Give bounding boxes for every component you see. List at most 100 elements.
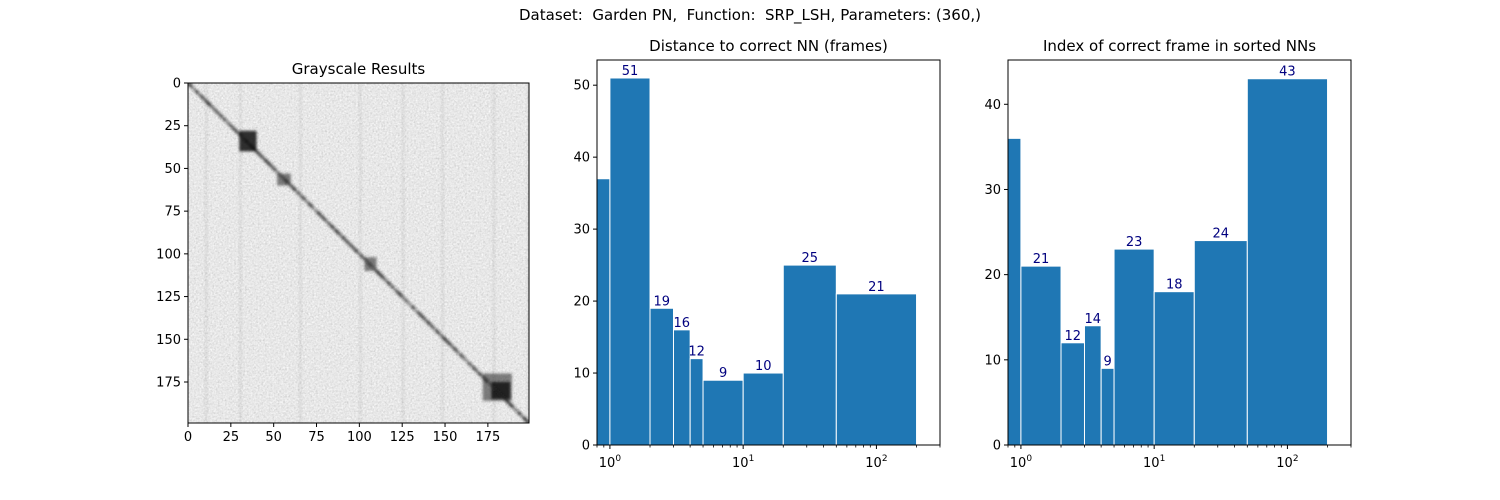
diagonal-cell xyxy=(219,114,223,118)
diagonal-cell xyxy=(337,232,341,236)
diagonal-cell xyxy=(325,220,329,224)
histogram-bar xyxy=(609,77,651,446)
bar-value-label: 16 xyxy=(674,316,691,331)
diagonal-cell xyxy=(212,107,216,111)
diagonal-cell xyxy=(426,321,431,325)
diagonal-cell xyxy=(354,249,359,253)
y-tick-label: 0 xyxy=(582,439,590,454)
diagonal-cell xyxy=(318,213,323,217)
bar-value-label: 19 xyxy=(653,294,670,309)
diagonal-cell xyxy=(437,331,441,335)
heatmap-streak xyxy=(205,83,208,423)
diagonal-cell xyxy=(269,164,273,168)
diagonal-cell xyxy=(231,126,235,130)
diagonal-cell xyxy=(507,401,511,405)
diagonal-cell xyxy=(317,211,321,216)
x-tick-label: 100 xyxy=(1010,454,1033,471)
diagonal-cell xyxy=(360,254,364,258)
diagonal-cell xyxy=(524,418,528,422)
diagonal-cell xyxy=(505,399,509,403)
histogram-bar xyxy=(1060,342,1085,446)
diagonal-cell xyxy=(469,363,473,368)
diagonal-cell xyxy=(392,287,396,291)
y-tick-label: 0 xyxy=(993,439,1001,454)
diagonal-cell xyxy=(413,307,417,311)
diagonal-cell xyxy=(234,129,239,134)
diagonal-cell xyxy=(440,334,444,339)
heatmap-block xyxy=(239,130,257,152)
diagonal-cell xyxy=(217,112,222,116)
diagonal-cell xyxy=(293,187,297,192)
diagonal-cell xyxy=(408,302,412,306)
diagonal-cell xyxy=(445,339,449,344)
heatmap-streak xyxy=(527,83,529,423)
diagonal-cell xyxy=(236,131,240,135)
diagonal-cell xyxy=(260,155,264,159)
diagonal-cell xyxy=(198,93,203,98)
histogram-bar xyxy=(835,293,918,446)
diagonal-cell xyxy=(450,345,455,349)
bar-value-label: 23 xyxy=(1126,235,1143,250)
histogram-bar xyxy=(782,264,837,446)
diagonal-cell xyxy=(348,242,352,246)
diagonal-cell xyxy=(522,416,527,421)
diagonal-cell xyxy=(228,123,232,127)
diagonal-cell xyxy=(322,216,326,221)
y-tick-label: 75 xyxy=(164,205,181,220)
diagonal-cell xyxy=(258,153,263,157)
diagonal-cell xyxy=(516,410,520,414)
y-tick-label: 40 xyxy=(984,98,1001,113)
diagonal-cell xyxy=(276,170,280,175)
diagonal-cell xyxy=(423,317,427,321)
heatmap-streak xyxy=(441,83,444,423)
heatmap-panel: Grayscale Results 0 25 50 75 100 125 150 175 0 25 5… xyxy=(156,60,530,445)
diagonal-cell xyxy=(229,124,234,128)
histogram-bar xyxy=(689,358,704,446)
diagonal-cell xyxy=(406,300,410,304)
diagonal-cell xyxy=(296,191,300,195)
diagonal-cell xyxy=(399,293,403,298)
diagonal-cell xyxy=(346,240,350,245)
diagonal-cell xyxy=(264,158,268,163)
x-tick-label: 125 xyxy=(390,430,415,445)
diagonal-cell xyxy=(512,406,516,410)
diagonal-cell xyxy=(226,121,230,125)
diagonal-cell xyxy=(205,100,210,104)
heatmap-frame xyxy=(187,82,530,424)
heatmap-diagonal xyxy=(188,83,529,423)
diagonal-cell xyxy=(361,256,365,260)
diagonal-cell xyxy=(257,152,261,156)
diagonal-cell xyxy=(428,322,432,327)
diagonal-cell xyxy=(214,109,218,113)
y-tick-label: 175 xyxy=(156,375,181,390)
diagonal-cell xyxy=(416,310,420,315)
diagonal-cell xyxy=(308,203,312,207)
diagonal-cell xyxy=(514,408,518,412)
x-tick-label: 101 xyxy=(732,454,754,471)
diagonal-cell xyxy=(510,404,515,409)
y-tick-label: 150 xyxy=(156,333,181,348)
diagonal-cell xyxy=(421,316,425,320)
diagonal-cell xyxy=(430,324,434,328)
diagonal-cell xyxy=(380,275,384,279)
diagonal-cell xyxy=(478,372,482,376)
diagonal-cell xyxy=(221,116,225,120)
y-tick-label: 125 xyxy=(156,290,181,305)
histogram-bars xyxy=(596,77,918,446)
diagonal-cell xyxy=(342,237,347,241)
histogram-bar xyxy=(1193,240,1248,446)
diagonal-cell xyxy=(474,369,479,373)
diagonal-cell xyxy=(310,205,314,209)
heatmap-title: Grayscale Results xyxy=(292,60,426,78)
diagonal-cell xyxy=(425,319,429,323)
y-tick-label: 20 xyxy=(573,295,590,310)
heatmap-streak xyxy=(493,83,496,423)
diagonal-cell xyxy=(517,411,521,415)
diagonal-cell xyxy=(272,167,276,171)
histogram-bar xyxy=(596,178,611,446)
histogram-bar xyxy=(702,379,744,446)
diagonal-cell xyxy=(274,169,278,173)
bar-value-label: 14 xyxy=(1085,312,1102,327)
histogram-bars xyxy=(1007,78,1329,446)
